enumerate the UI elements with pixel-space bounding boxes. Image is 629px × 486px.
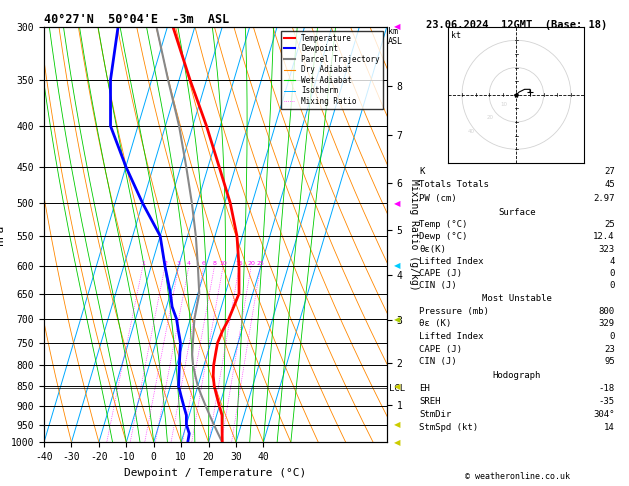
Text: Temp (°C): Temp (°C) (420, 220, 467, 229)
Text: kt: kt (451, 31, 461, 40)
Text: 2: 2 (163, 261, 167, 266)
Text: 304°: 304° (593, 410, 615, 419)
Text: 0: 0 (610, 281, 615, 290)
Text: 0: 0 (610, 269, 615, 278)
Text: © weatheronline.co.uk: © weatheronline.co.uk (465, 472, 569, 481)
Text: 20: 20 (486, 115, 494, 120)
Text: ◀: ◀ (394, 314, 401, 324)
Legend: Temperature, Dewpoint, Parcel Trajectory, Dry Adiabat, Wet Adiabat, Isotherm, Mi: Temperature, Dewpoint, Parcel Trajectory… (281, 31, 383, 109)
Text: 800: 800 (599, 307, 615, 316)
Text: ◀: ◀ (394, 22, 401, 31)
Text: PW (cm): PW (cm) (420, 194, 457, 203)
Text: 27: 27 (604, 167, 615, 175)
Text: Lifted Index: Lifted Index (420, 332, 484, 341)
Y-axis label: hPa: hPa (0, 225, 5, 244)
Text: K: K (420, 167, 425, 175)
Text: ◀: ◀ (394, 438, 401, 447)
Text: EH: EH (420, 384, 430, 393)
Text: 1: 1 (141, 261, 145, 266)
Text: 40°27'N  50°04'E  -3m  ASL: 40°27'N 50°04'E -3m ASL (44, 13, 230, 26)
Text: Dewp (°C): Dewp (°C) (420, 232, 467, 242)
Text: Totals Totals: Totals Totals (420, 180, 489, 190)
Text: Hodograph: Hodograph (493, 371, 541, 380)
Text: StmSpd (kt): StmSpd (kt) (420, 423, 479, 433)
Text: Most Unstable: Most Unstable (482, 295, 552, 303)
Y-axis label: Mixing Ratio (g/kg): Mixing Ratio (g/kg) (409, 179, 419, 290)
Text: 12.4: 12.4 (593, 232, 615, 242)
Text: 10: 10 (500, 102, 507, 106)
Text: ◀: ◀ (394, 382, 401, 391)
Text: 0: 0 (610, 332, 615, 341)
Text: 4: 4 (187, 261, 191, 266)
Text: ◀: ◀ (394, 261, 401, 270)
Text: SREH: SREH (420, 397, 441, 406)
Text: 15: 15 (235, 261, 243, 266)
Text: CAPE (J): CAPE (J) (420, 269, 462, 278)
Text: -35: -35 (599, 397, 615, 406)
Text: LCL: LCL (389, 383, 404, 393)
Text: 323: 323 (599, 244, 615, 254)
Text: 14: 14 (604, 423, 615, 433)
Text: -18: -18 (599, 384, 615, 393)
Text: ◀: ◀ (394, 199, 401, 208)
Text: Pressure (mb): Pressure (mb) (420, 307, 489, 316)
Text: 25: 25 (604, 220, 615, 229)
Text: StmDir: StmDir (420, 410, 452, 419)
Text: 23.06.2024  12GMT  (Base: 18): 23.06.2024 12GMT (Base: 18) (426, 20, 608, 31)
Text: θε (K): θε (K) (420, 319, 452, 329)
Text: 40: 40 (467, 129, 474, 134)
Text: 45: 45 (604, 180, 615, 190)
Text: 25: 25 (257, 261, 265, 266)
Text: θε(K): θε(K) (420, 244, 446, 254)
Text: 2.97: 2.97 (593, 194, 615, 203)
X-axis label: Dewpoint / Temperature (°C): Dewpoint / Temperature (°C) (125, 468, 306, 478)
Text: CAPE (J): CAPE (J) (420, 345, 462, 354)
Text: ◀: ◀ (394, 420, 401, 429)
Text: Surface: Surface (498, 208, 536, 217)
Text: 10: 10 (220, 261, 227, 266)
Text: 8: 8 (213, 261, 216, 266)
Text: km
ASL: km ASL (388, 27, 403, 46)
Text: Lifted Index: Lifted Index (420, 257, 484, 266)
Text: 3: 3 (177, 261, 181, 266)
Text: CIN (J): CIN (J) (420, 357, 457, 366)
Text: 23: 23 (604, 345, 615, 354)
Text: 329: 329 (599, 319, 615, 329)
Text: 6: 6 (202, 261, 206, 266)
Text: 95: 95 (604, 357, 615, 366)
Text: 20: 20 (247, 261, 255, 266)
Text: 4: 4 (610, 257, 615, 266)
Text: CIN (J): CIN (J) (420, 281, 457, 290)
